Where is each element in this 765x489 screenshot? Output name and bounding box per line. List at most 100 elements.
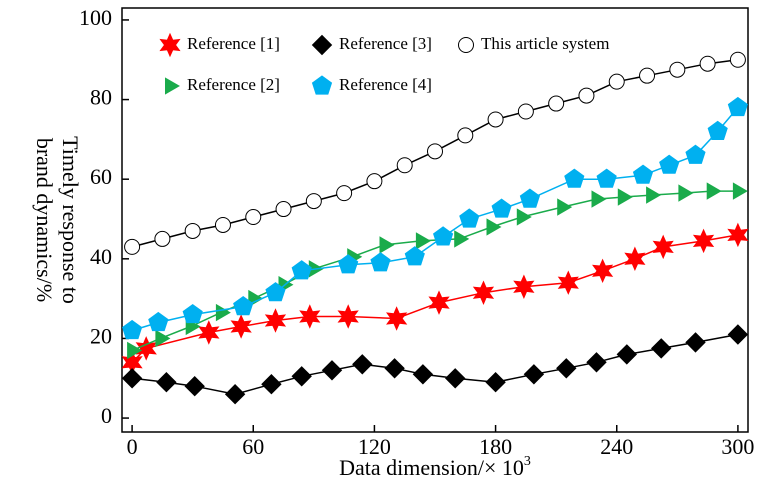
- marker: [685, 332, 706, 353]
- marker: [646, 186, 662, 204]
- marker: [230, 314, 252, 339]
- marker: [412, 364, 434, 385]
- marker: [454, 230, 470, 248]
- marker: [732, 182, 748, 200]
- marker: [513, 274, 535, 299]
- marker: [265, 282, 286, 302]
- x-tick-label: 180: [479, 434, 512, 459]
- marker: [264, 308, 287, 333]
- marker: [386, 306, 408, 331]
- marker: [396, 157, 413, 174]
- y-tick-label: 100: [79, 5, 112, 30]
- marker: [337, 304, 359, 329]
- plot-frame: [121, 7, 749, 433]
- marker: [459, 208, 480, 228]
- marker: [727, 222, 749, 248]
- marker: [121, 368, 143, 389]
- marker: [214, 216, 231, 233]
- marker: [678, 184, 694, 202]
- marker: [184, 375, 205, 397]
- marker: [519, 188, 540, 208]
- marker: [379, 236, 395, 254]
- marker: [428, 290, 450, 315]
- marker: [523, 364, 545, 385]
- marker: [124, 238, 141, 255]
- marker: [485, 371, 506, 393]
- marker: [352, 354, 373, 375]
- marker: [632, 164, 654, 184]
- marker: [321, 360, 343, 381]
- marker: [564, 168, 585, 188]
- series-line: [131, 190, 738, 352]
- marker: [659, 154, 680, 174]
- marker: [245, 209, 262, 226]
- marker: [491, 198, 512, 218]
- marker: [415, 232, 431, 250]
- marker: [685, 144, 706, 164]
- marker: [487, 111, 504, 128]
- marker: [727, 324, 749, 345]
- marker: [669, 61, 686, 78]
- marker: [557, 198, 573, 216]
- x-axis-label: Data dimension/× 103: [339, 454, 531, 480]
- y-axis-label: Timely response to: [58, 136, 83, 304]
- marker: [127, 341, 143, 360]
- legend-label: Reference [2]: [187, 75, 280, 94]
- x-tick-label: 240: [600, 434, 633, 459]
- marker: [617, 188, 633, 206]
- marker: [215, 303, 231, 322]
- x-axis-label-superscript: 3: [524, 454, 531, 469]
- marker: [198, 320, 220, 345]
- marker: [586, 352, 607, 373]
- marker: [305, 193, 322, 210]
- marker: [729, 51, 746, 68]
- marker: [706, 182, 722, 200]
- marker: [233, 295, 254, 316]
- marker: [699, 55, 716, 72]
- marker: [650, 338, 672, 359]
- y-tick-label: 60: [90, 164, 112, 189]
- marker: [299, 304, 321, 329]
- marker: [517, 103, 534, 120]
- marker: [592, 258, 614, 284]
- legend-marker: [165, 77, 180, 95]
- marker: [639, 67, 656, 84]
- marker: [404, 246, 425, 266]
- marker: [548, 95, 565, 112]
- marker: [156, 371, 177, 393]
- marker: [516, 208, 532, 226]
- marker: [624, 246, 646, 272]
- marker: [727, 96, 748, 117]
- marker: [486, 218, 502, 236]
- marker: [336, 185, 353, 202]
- marker: [275, 201, 292, 218]
- marker: [122, 319, 143, 340]
- marker: [433, 226, 454, 246]
- y-tick-label: 80: [90, 85, 112, 110]
- marker: [578, 87, 595, 104]
- legend-marker: [311, 75, 333, 95]
- marker: [154, 230, 171, 247]
- x-tick-label: 300: [721, 434, 754, 459]
- marker: [444, 368, 466, 389]
- x-tick-label: 60: [242, 434, 264, 459]
- marker: [616, 344, 638, 365]
- legend-label: Reference [3]: [339, 34, 432, 53]
- marker: [291, 366, 312, 387]
- x-axis-label-text: Data dimension/× 10: [339, 455, 524, 480]
- legend-marker: [311, 34, 333, 56]
- x-tick-label: 0: [127, 434, 138, 459]
- marker: [366, 173, 383, 190]
- marker: [384, 358, 405, 379]
- marker: [591, 190, 607, 208]
- x-tick-label: 120: [358, 434, 391, 459]
- marker: [557, 270, 579, 295]
- marker: [427, 143, 443, 160]
- marker: [370, 252, 391, 272]
- y-tick-label: 0: [101, 403, 112, 428]
- y-axis-label: brand dynamics/%: [32, 138, 57, 302]
- marker: [608, 73, 625, 90]
- series-line: [132, 333, 739, 395]
